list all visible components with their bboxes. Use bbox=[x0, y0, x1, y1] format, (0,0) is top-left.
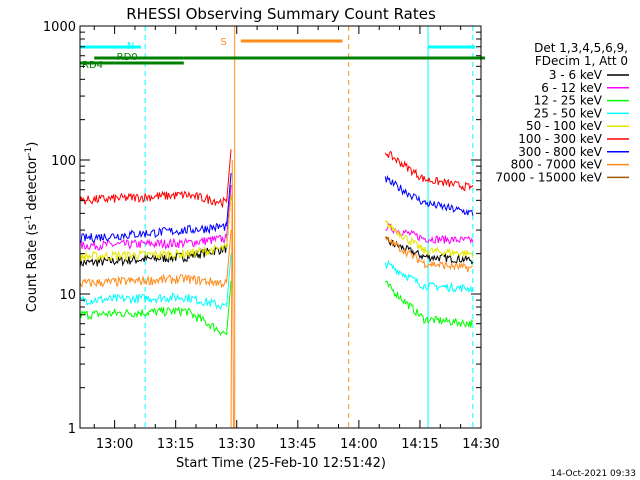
plot-area: N S RD0 RD4 bbox=[79, 26, 486, 428]
y-axis-label: Count Rate (s-1 detector-1) bbox=[24, 142, 40, 313]
series-line-pre-6 bbox=[79, 221, 228, 243]
y-tick-label-1: 10 bbox=[59, 288, 76, 303]
x-axis-label: Start Time (25-Feb-10 12:51:42) bbox=[176, 456, 386, 471]
series-burst-5 bbox=[226, 149, 232, 203]
series-burst-1 bbox=[226, 185, 232, 239]
x-tick-label-0: 13:00 bbox=[96, 437, 133, 452]
legend: Det 1,3,4,5,6,9, FDecim 1, Att 0 3 - 6 k… bbox=[495, 41, 629, 184]
series-line-pre-2 bbox=[79, 306, 228, 337]
series-line-post-4 bbox=[384, 219, 474, 259]
x-tick-label-3: 13:45 bbox=[279, 437, 316, 452]
legend-label-4: 50 - 100 keV bbox=[526, 119, 603, 133]
legend-label-6: 300 - 800 keV bbox=[518, 145, 602, 159]
legend-header-line-2: FDecim 1, Att 0 bbox=[535, 54, 628, 68]
series-line-pre-1 bbox=[79, 233, 227, 251]
series-line-post-1 bbox=[385, 222, 474, 245]
legend-label-0: 3 - 6 keV bbox=[549, 68, 603, 82]
timestamp-label: 14-Oct-2021 09:33 bbox=[551, 469, 636, 479]
series-burst-6 bbox=[226, 172, 232, 227]
plot-frame bbox=[79, 25, 482, 429]
series-burst-7 bbox=[226, 230, 232, 284]
y-tick-label-3: 1000 bbox=[43, 20, 76, 35]
legend-label-8: 7000 - 15000 keV bbox=[495, 170, 602, 184]
flag-label-n: N bbox=[127, 41, 134, 52]
legend-label-3: 25 - 50 keV bbox=[534, 106, 603, 120]
y-tick-label-0: 1 bbox=[68, 422, 76, 437]
series-burst-4 bbox=[226, 194, 232, 249]
legend-header-line-1: Det 1,3,4,5,6,9, bbox=[534, 41, 628, 55]
series-line-pre-4 bbox=[79, 243, 227, 263]
x-axis: 13:00 13:15 13:30 13:45 14:00 14:15 14:30 bbox=[93, 26, 500, 452]
series-line-post-2 bbox=[384, 280, 474, 329]
legend-label-2: 12 - 25 keV bbox=[534, 94, 603, 108]
series-line-pre-3 bbox=[79, 292, 227, 310]
flag-label-rd0: RD0 bbox=[117, 52, 138, 63]
series-burst-3 bbox=[226, 253, 232, 308]
x-tick-label-6: 14:30 bbox=[462, 437, 499, 452]
series-line-post-3 bbox=[384, 259, 474, 294]
x-tick-label-2: 13:30 bbox=[218, 437, 255, 452]
legend-label-5: 100 - 300 keV bbox=[518, 132, 602, 146]
series-line-post-0 bbox=[385, 236, 474, 265]
y-axis: 1 10 100 1000 bbox=[43, 20, 481, 437]
legend-label-1: 6 - 12 keV bbox=[541, 81, 603, 95]
series-line-post-5 bbox=[384, 150, 474, 192]
flag-label-s: S bbox=[220, 37, 226, 48]
series-line-pre-5 bbox=[79, 190, 228, 209]
saa-spike bbox=[230, 159, 234, 428]
series-line-pre-7 bbox=[79, 273, 228, 289]
legend-label-7: 800 - 7000 keV bbox=[511, 158, 603, 172]
y-tick-label-2: 100 bbox=[51, 154, 76, 169]
series-line-post-6 bbox=[384, 174, 474, 216]
x-tick-label-5: 14:15 bbox=[401, 437, 438, 452]
x-tick-label-4: 14:00 bbox=[340, 437, 377, 452]
series-line-post-7 bbox=[384, 236, 474, 273]
chart-title: RHESSI Observing Summary Count Rates bbox=[126, 5, 436, 23]
flag-label-rd4: RD4 bbox=[82, 60, 103, 71]
x-tick-label-1: 13:15 bbox=[157, 437, 194, 452]
series-burst-2 bbox=[226, 280, 232, 335]
